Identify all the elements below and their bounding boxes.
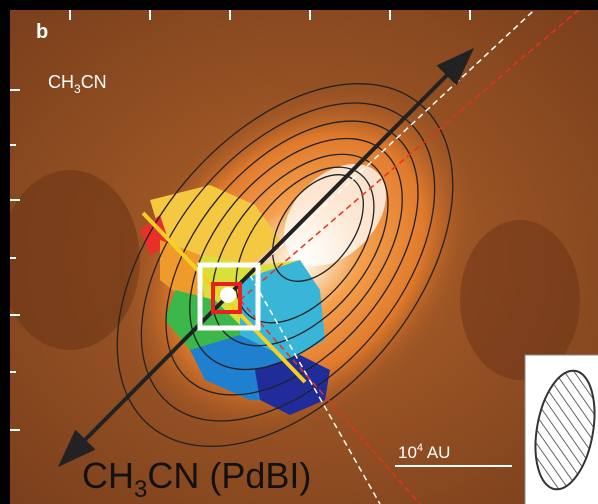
caption-rest: CN (PdBI) <box>147 455 311 496</box>
scale-unit: AU <box>423 443 450 462</box>
panel-label: b <box>36 21 48 43</box>
caption-subscript: 3 <box>134 476 147 503</box>
figure: 104 AU b CH3CN CH3CN (PdBI) <box>0 0 598 504</box>
caption-main: CH <box>82 455 134 496</box>
species-main: CH <box>48 72 74 92</box>
caption: CH3CN (PdBI) <box>82 455 311 503</box>
scale-label: 104 AU <box>398 442 450 462</box>
source-dot <box>220 287 236 303</box>
species-rest: CN <box>81 72 107 92</box>
scale-base: 10 <box>398 443 417 462</box>
